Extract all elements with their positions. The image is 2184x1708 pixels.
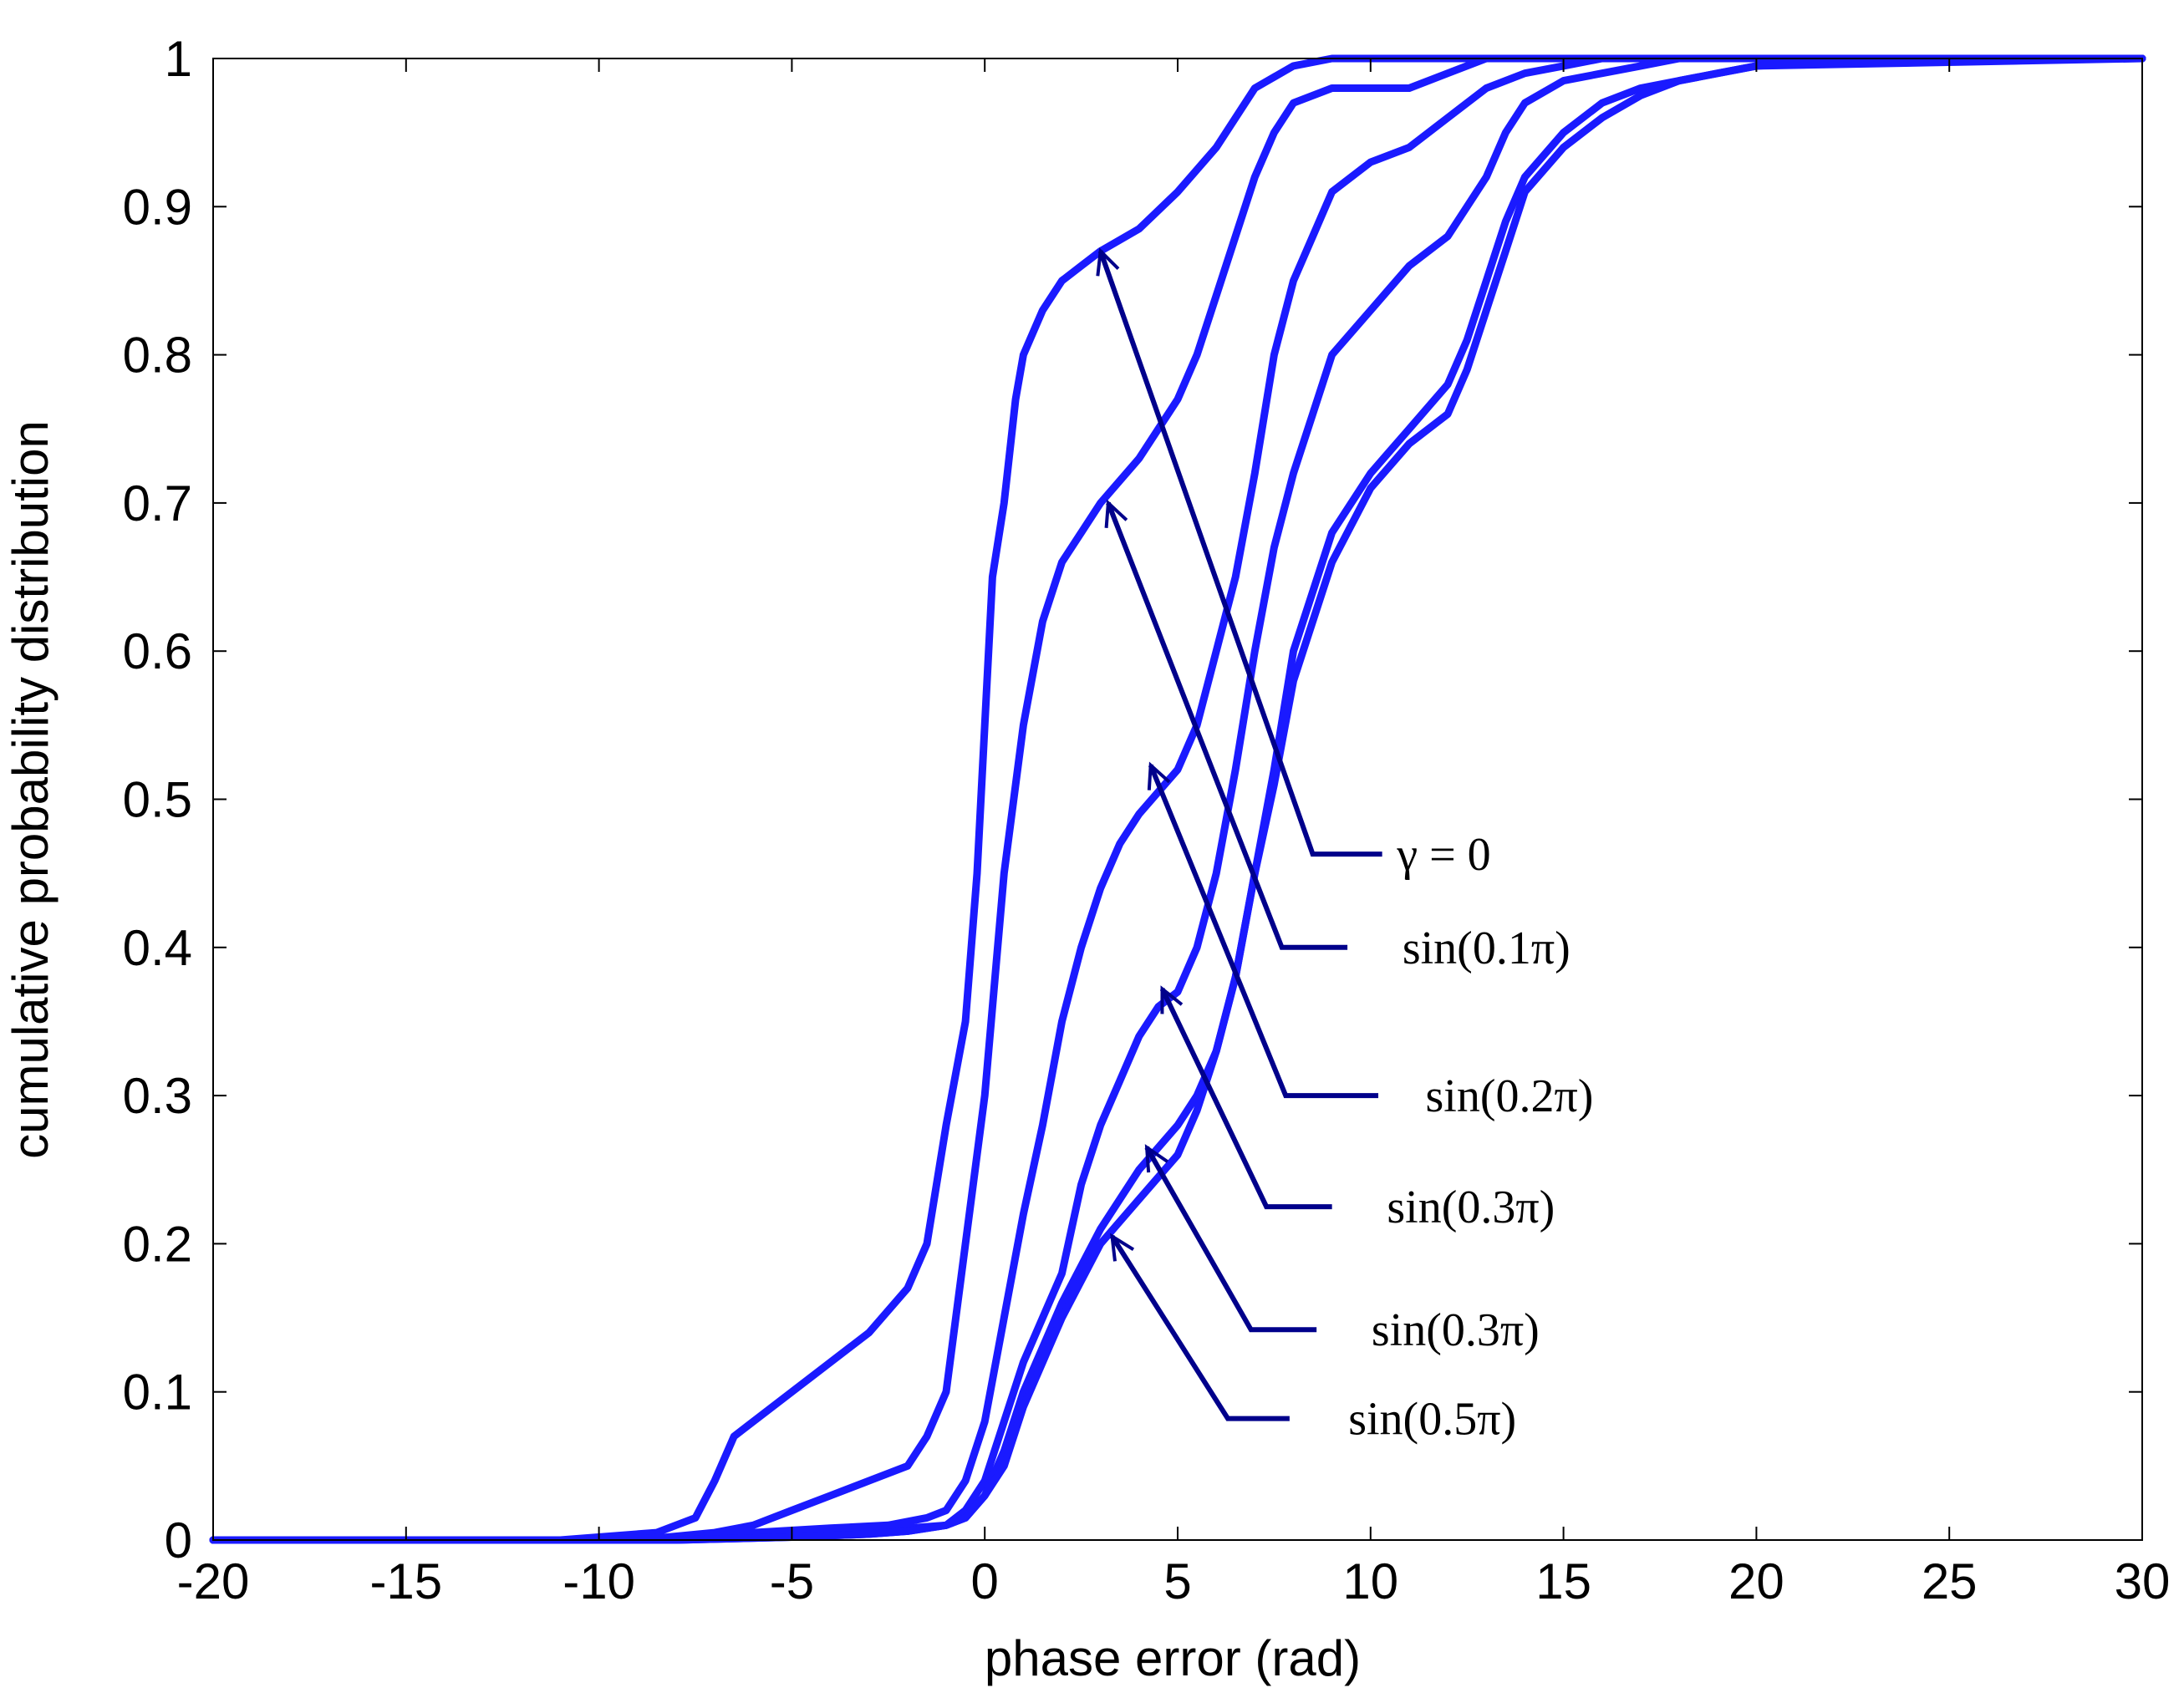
arrow-head-3 — [1147, 761, 1171, 790]
x-tick-label-15: 15 — [1535, 1553, 1591, 1609]
x-tick-label--15: -15 — [369, 1553, 442, 1609]
y-tick-label-0: 0 — [165, 1512, 192, 1568]
x-tick-label--5: -5 — [770, 1553, 814, 1609]
annotation-2: sin(0.1π) — [1104, 499, 1571, 974]
annotation-label-1: γ = 0 — [1396, 829, 1490, 881]
annotation-4: sin(0.3π) — [1159, 985, 1555, 1233]
y-tick-label-0.7: 0.7 — [123, 475, 192, 531]
annotation-label-5: sin(0.3π) — [1372, 1304, 1540, 1356]
annotation-layer: γ = 0 sin(0.1π) sin(0.2π) sin(0.3π) sin(0.3π… — [1096, 247, 1594, 1446]
annotation-leader-1 — [1097, 250, 1382, 857]
y-tick-label-0.2: 0.2 — [123, 1216, 192, 1272]
annotation-leader-6 — [1109, 1234, 1290, 1421]
x-tick-label-20: 20 — [1728, 1553, 1784, 1609]
annotation-label-3: sin(0.2π) — [1426, 1070, 1594, 1122]
y-tick-label-0.3: 0.3 — [123, 1068, 192, 1124]
y-tick-label-0.1: 0.1 — [123, 1365, 192, 1421]
annotation-leader-4 — [1159, 988, 1332, 1210]
x-tick-label-10: 10 — [1342, 1553, 1398, 1609]
series-line-6 — [209, 54, 2146, 1544]
series-line-3 — [209, 54, 2146, 1544]
x-tick-label--10: -10 — [563, 1553, 635, 1609]
x-tick-label-0: 0 — [971, 1553, 999, 1609]
annotation-leader-5 — [1144, 1146, 1317, 1333]
annotation-label-6: sin(0.5π) — [1348, 1394, 1516, 1446]
annotation-6: sin(0.5π) — [1109, 1233, 1516, 1446]
y-tick-label-1: 1 — [165, 31, 192, 87]
annotation-leader-2 — [1106, 501, 1348, 950]
y-tick-label-0.4: 0.4 — [123, 920, 192, 976]
arrow-head-2 — [1104, 499, 1128, 528]
x-tick-label--20: -20 — [177, 1553, 250, 1609]
arrow-head-1 — [1096, 247, 1120, 277]
x-tick-label-5: 5 — [1163, 1553, 1191, 1609]
y-tick-label-0.6: 0.6 — [123, 623, 192, 679]
y-tick-label-0.5: 0.5 — [123, 772, 192, 828]
annotation-5: sin(0.3π) — [1144, 1144, 1540, 1356]
series-line-2 — [209, 54, 2146, 1544]
x-tick-label-30: 30 — [2115, 1553, 2171, 1609]
x-axis-title: phase error (rad) — [985, 1630, 1361, 1686]
series-line-1 — [209, 54, 2146, 1544]
axes-layer: -20 -15 -10 -5 0 5 10 15 20 25 30 0 0.1 0.2 0.3 0.4 0.5 0… — [123, 31, 2171, 1609]
annotation-label-4: sin(0.3π) — [1387, 1182, 1555, 1233]
annotation-leader-3 — [1148, 764, 1379, 1099]
y-axis-title: cumulative probability distribution — [3, 420, 59, 1159]
x-tick-label-25: 25 — [1922, 1553, 1978, 1609]
arrow-head-5 — [1144, 1144, 1168, 1173]
arrow-head-6 — [1110, 1233, 1135, 1262]
y-tick-label-0.8: 0.8 — [123, 328, 192, 384]
annotation-3: sin(0.2π) — [1147, 761, 1594, 1122]
annotation-1: γ = 0 — [1096, 247, 1491, 881]
annotation-label-2: sin(0.1π) — [1403, 923, 1571, 974]
arrow-head-4 — [1160, 985, 1184, 1014]
series-layer — [209, 54, 2146, 1544]
y-tick-label-0.9: 0.9 — [123, 179, 192, 235]
